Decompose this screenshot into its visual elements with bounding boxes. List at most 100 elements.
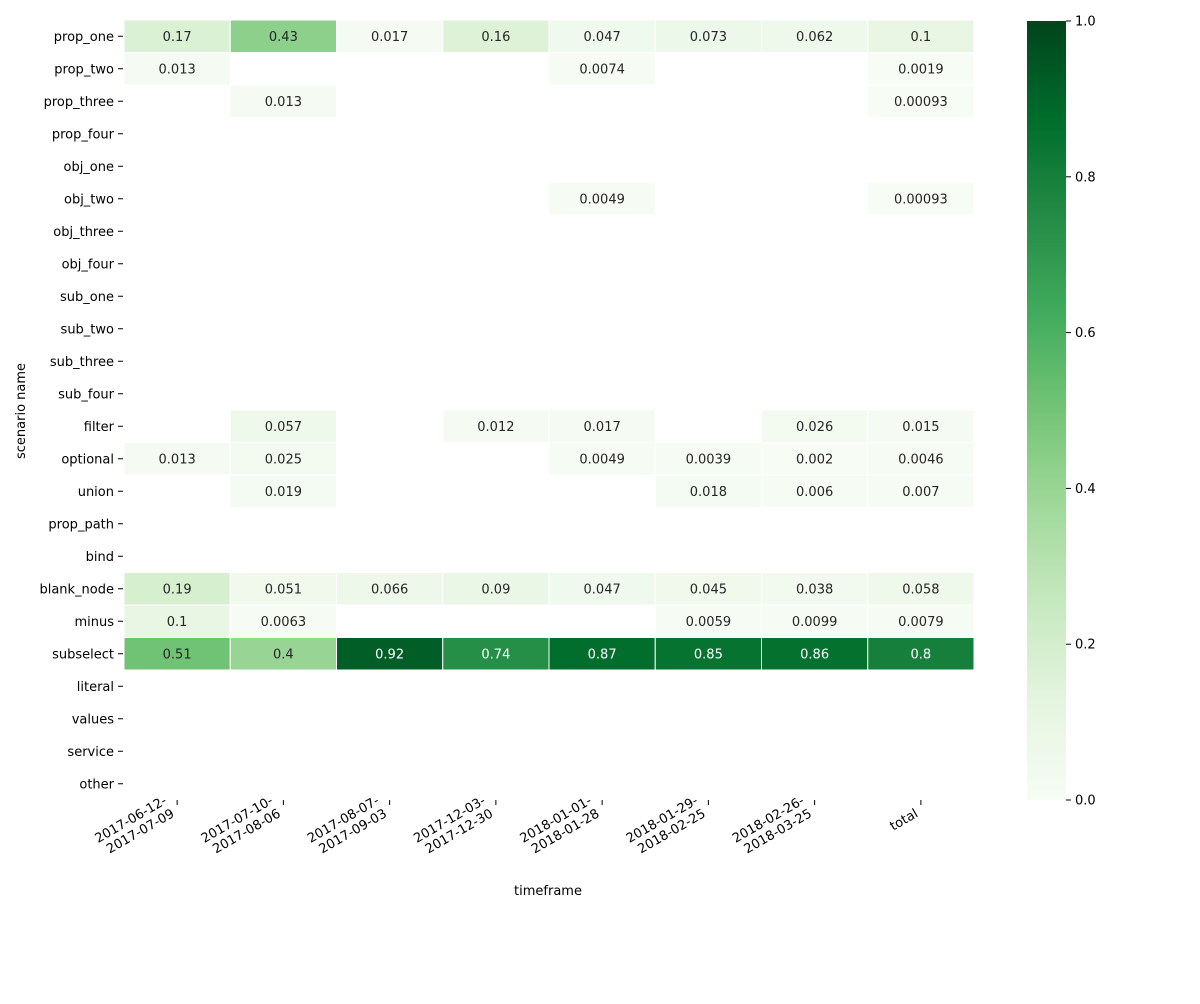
colorbar-tick-label: 0.2 [1075,638,1096,653]
y-tick-label: obj_three [53,225,114,240]
colorbar-tick-label: 0.8 [1075,170,1096,185]
heatmap-cell [548,52,656,86]
colorbar-tick-label: 0.0 [1075,794,1096,809]
x-tick-label: 2017-12-03-2017-12-30 [411,793,496,859]
heatmap-cell [229,84,337,118]
x-tick-label: 2018-02-26-2018-03-25 [730,793,815,859]
heatmap-cell [867,182,975,216]
cell-value-label: 0.0059 [686,615,732,630]
cell-value-label: 0.013 [265,95,302,110]
cell-value-label: 0.073 [690,30,727,45]
colorbar-tick-label: 0.6 [1075,326,1096,341]
cell-value-label: 0.051 [265,582,302,597]
x-tick-label: 2017-07-10-2017-08-06 [199,793,284,859]
y-tick-label: other [79,777,114,792]
y-tick-label: minus [74,615,114,630]
cell-value-label: 0.0019 [898,62,944,77]
heatmap-cell [548,409,656,443]
cell-value-label: 0.006 [796,485,833,500]
heatmap-cell [654,474,762,508]
y-tick-labels: prop_one prop_two prop_three prop_four obj_o… [39,30,123,792]
colorbar-tick-label: 0.4 [1075,482,1096,497]
cell-value-label: 0.19 [163,582,192,597]
heatmap-cell [229,637,337,671]
cell-value-label: 0.002 [796,452,833,467]
cell-value-label: 0.16 [481,30,510,45]
heatmap-cell [867,19,975,53]
y-tick-label: prop_two [54,62,114,77]
cell-value-label: 0.045 [690,582,727,597]
cell-value-label: 0.026 [796,420,833,435]
heatmap-cell [654,572,762,606]
cell-value-label: 0.86 [800,647,829,662]
heatmap-cell [229,474,337,508]
y-tick-label: literal [77,680,114,695]
cell-value-label: 0.51 [163,647,192,662]
cell-value-label: 0.87 [588,647,617,662]
heatmap-cell [442,572,550,606]
heatmap-cell [442,637,550,671]
colorbar-gradient [1027,21,1066,800]
x-tick-label: 2017-08-07-2017-09-03 [305,793,390,859]
x-tick-labels: 2017-06-12-2017-07-09 2017-07-10-2017-08-… [93,793,922,859]
heatmap-cell [867,474,975,508]
cell-value-label: 0.8 [911,647,932,662]
colorbar-ticks: 0.0 0.2 0.4 0.6 0.8 1.0 [1066,15,1096,809]
y-tick-label: union [78,485,114,500]
heatmap-cell [761,572,869,606]
y-tick-label: prop_three [44,95,114,110]
y-tick-label: obj_two [64,192,114,207]
y-axis-label: scenario name [14,363,29,459]
heatmap-cell [123,52,231,86]
x-tick-label: total [888,806,921,834]
cell-value-label: 0.057 [265,420,302,435]
heatmap-cell [123,442,231,476]
cell-value-label: 0.017 [584,420,621,435]
y-tick-label: bind [86,550,114,565]
heatmap-cell [761,474,869,508]
heatmap-cell [867,52,975,86]
cell-value-label: 0.00093 [894,192,948,207]
cell-value-label: 0.1 [911,30,932,45]
cell-value-label: 0.43 [269,30,298,45]
cell-value-label: 0.09 [481,582,510,597]
x-tick-label: 2017-06-12-2017-07-09 [93,793,178,859]
heatmap-cell [123,572,231,606]
cell-value-label: 0.0039 [686,452,732,467]
heatmap-cell [867,637,975,671]
cell-value-label: 0.018 [690,485,727,500]
x-tick-label: 2018-01-01-2018-01-28 [518,793,603,859]
heatmap-cell [548,637,656,671]
heatmap-cell [336,19,444,53]
y-tick-label: sub_two [61,322,114,337]
cell-value-label: 0.025 [265,452,302,467]
heatmap-cell [229,604,337,638]
y-tick-label: prop_four [52,127,115,142]
heatmap-cell [229,19,337,53]
cell-value-label: 0.0074 [579,62,625,77]
cell-value-label: 0.012 [477,420,514,435]
heatmap-cell [548,442,656,476]
heatmap-cell [867,409,975,443]
cell-value-label: 0.017 [371,30,408,45]
cell-value-label: 0.007 [902,485,939,500]
y-tick-label: blank_node [39,582,114,597]
cell-value-label: 0.17 [163,30,192,45]
cell-value-label: 0.0046 [898,452,944,467]
cell-value-label: 0.019 [265,485,302,500]
cell-value-label: 0.0079 [898,615,944,630]
heatmap-cell [654,637,762,671]
y-tick-label: filter [84,420,115,435]
heatmap-cell [761,409,869,443]
heatmap-cell [442,409,550,443]
colorbar: 0.0 0.2 0.4 0.6 0.8 1.0 [1027,15,1096,809]
heatmap-cell [761,637,869,671]
heatmap-cells: 0.17 0.43 0.017 0.16 0.047 0.073 0.062 0.1 0.013… [123,19,975,671]
cell-value-label: 0.058 [902,582,939,597]
heatmap-cell [761,604,869,638]
x-axis-label: timeframe [514,884,582,899]
cell-value-label: 0.92 [375,647,404,662]
heatmap-cell [654,19,762,53]
y-tick-label: sub_one [60,290,114,305]
